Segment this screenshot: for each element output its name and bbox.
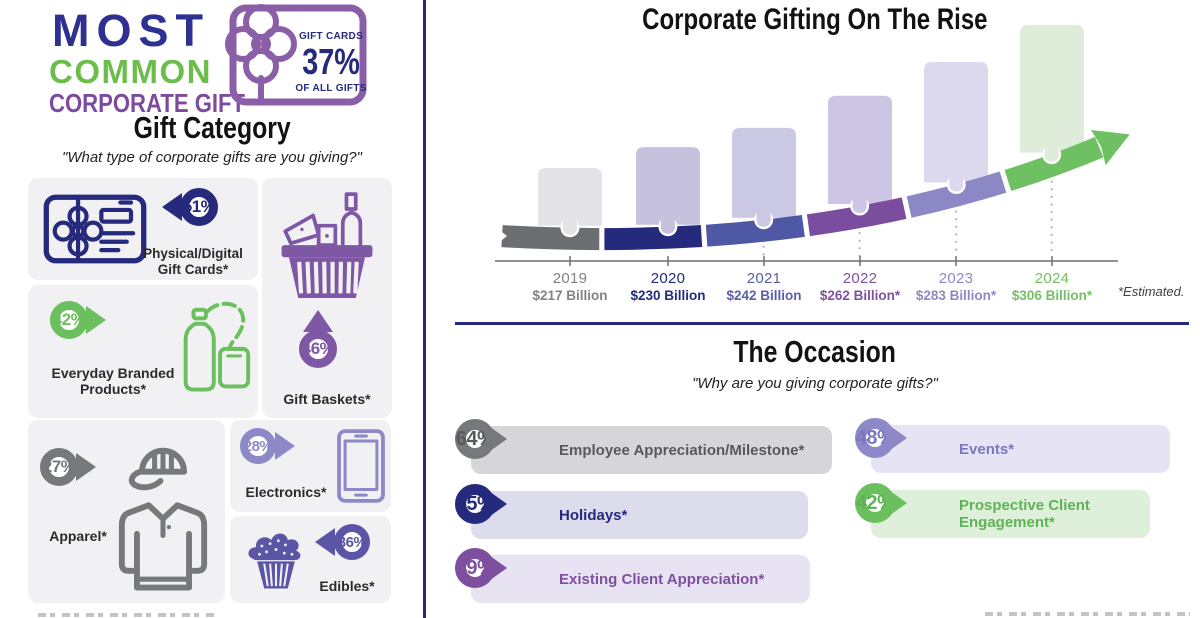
badge-pointer-icon (486, 424, 507, 454)
occasion-bar (471, 426, 832, 474)
percent-badge: 42% (855, 483, 907, 523)
occasion-label: Employee Appreciation/Milestone* (559, 441, 805, 459)
logo-badge-top: GIFT CARDS (298, 31, 364, 42)
badge-pointer-icon (886, 488, 907, 518)
occasion-row: 42% Prospective Client Engagement* (855, 483, 1150, 545)
badge-pointer-icon (76, 453, 96, 481)
percent-badge: 46% (299, 310, 337, 368)
category-label: Physical/Digital Gift Cards* (143, 246, 243, 277)
badge-pointer-icon (275, 432, 295, 460)
percent-badge: 49% (455, 548, 507, 588)
gift-category-title: Gift Category (133, 110, 291, 145)
bar-tab (756, 208, 771, 227)
badge-pointer-icon (486, 489, 507, 519)
occasion-row: 55% Holidays* (455, 484, 808, 546)
rise-chart (489, 25, 1130, 266)
category-cell-edibles: 36% Edibles* (230, 516, 391, 603)
year-label: 2021 $242 Billion (726, 270, 802, 303)
category-cell-electronics: 28% Electronics* (230, 420, 391, 512)
clipped-footnote-right (985, 612, 1190, 616)
category-label: Gift Baskets* (283, 391, 371, 407)
occasion-row: 64% Employee Appreciation/Milestone* (455, 419, 832, 481)
badge-pointer-icon (162, 193, 182, 221)
category-label: Electronics* (245, 484, 327, 500)
logo-line-most: MOST (52, 5, 210, 56)
bar-tab (949, 173, 964, 192)
logo-line-common: COMMON (49, 53, 212, 90)
estimated-note: *Estimated. (1118, 284, 1185, 299)
vertical-divider (423, 0, 426, 618)
year-label: 2024 $306 Billion* (1011, 270, 1093, 303)
percent-badge: 27% (40, 448, 96, 486)
arrow-tail-notch (489, 222, 507, 250)
badge-pointer-icon (315, 528, 335, 556)
logo-badge-bottom: OF ALL GIFTS (295, 83, 367, 94)
chart-bar (924, 61, 988, 183)
category-cell-apparel: 27% Apparel* (28, 420, 225, 603)
badge-pointer-icon (486, 553, 507, 583)
rise-chart-title: Corporate Gifting On The Rise (642, 3, 988, 36)
category-cell-branded-products: 42% Everyday Branded Products* (28, 285, 258, 418)
chart-bar (732, 127, 796, 218)
occasion-label: Holidays* (559, 506, 628, 524)
category-cell-gift-baskets: 46% Gift Baskets* (262, 178, 392, 418)
bar-tab (852, 195, 867, 214)
arrow-segment (499, 135, 1107, 251)
tablet-icon (336, 426, 386, 511)
occasion-label: Existing Client Appreciation* (559, 570, 765, 588)
percent-badge: 36% (315, 524, 370, 560)
rise-chart-axis-labels: 2019 $217 Billion 2020 $230 Billion 2021 $242… (450, 270, 1190, 316)
occasion-label: Events* (959, 440, 1015, 458)
occasion-bar (871, 490, 1150, 538)
gift-category-subtitle: "What type of corporate gifts are you gi… (62, 149, 362, 166)
bar-tab (660, 215, 675, 234)
badge-pointer-icon (886, 423, 907, 453)
year-label: 2022 $262 Billion* (819, 270, 901, 303)
arrow-segment (499, 135, 1107, 251)
occasion-label: Prospective Client Engagement* (959, 497, 1090, 531)
clipped-footnote-left (38, 613, 218, 617)
occasion-title: The Occasion (733, 334, 897, 369)
occasion-subtitle: "Why are you giving corporate gifts?" (692, 375, 938, 392)
badge-pointer-icon (86, 306, 106, 334)
badge-pointer-icon (303, 310, 333, 332)
cupcake-icon (236, 526, 316, 597)
year-label: 2020 $230 Billion (630, 270, 706, 303)
logo-line-corporate-gift: CORPORATE GIFT (49, 88, 246, 118)
occasion-bar (471, 491, 808, 539)
occasion-row: 48% Events* (855, 418, 1170, 480)
percent-badge: 64% (455, 419, 507, 459)
logo-badge-value: 37% (302, 41, 360, 82)
chart-bar (538, 168, 602, 226)
bar-tab (562, 216, 577, 235)
arrow-segment (499, 135, 1107, 251)
apparel-icon (100, 424, 226, 605)
gift-card-logo-icon (216, 0, 370, 113)
percent-badge: 42% (50, 301, 106, 339)
gift-card-icon (42, 193, 148, 270)
category-label: Everyday Branded Products* (51, 365, 175, 398)
percent-badge: 48% (855, 418, 907, 458)
occasion-bar (471, 555, 810, 603)
occasion-bar (871, 425, 1170, 473)
percent-badge: 28% (240, 428, 295, 464)
percent-badge: 51% (162, 188, 218, 226)
occasion-row: 49% Existing Client Appreciation* (455, 548, 810, 610)
arrowhead-icon (1091, 130, 1130, 166)
bottle-lanyard-icon (170, 293, 256, 416)
gift-basket-icon (276, 188, 378, 311)
chart-bar (636, 147, 700, 225)
percent-badge: 55% (455, 484, 507, 524)
category-label: Apparel* (49, 528, 107, 544)
year-label: 2023 $283 Billion* (915, 270, 997, 303)
category-label: Edibles* (319, 578, 375, 594)
horizontal-divider (455, 322, 1189, 325)
chart-bar (1020, 25, 1084, 153)
bar-tab (1044, 143, 1059, 162)
chart-bar (828, 95, 892, 205)
year-label: 2019 $217 Billion (532, 270, 608, 303)
category-cell-gift-cards: 51% Physical/Digital Gift Cards* (28, 178, 258, 280)
